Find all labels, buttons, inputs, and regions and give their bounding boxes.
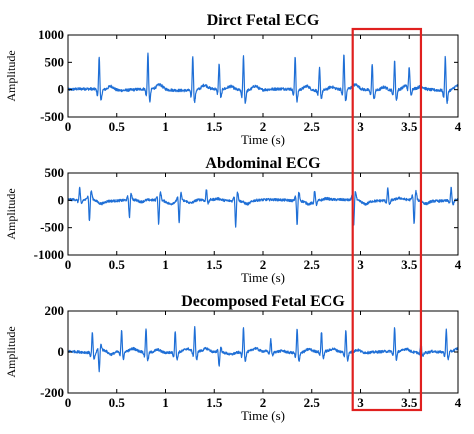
y-tick-label: 0 xyxy=(58,82,65,97)
y-tick-label: 1000 xyxy=(38,27,64,42)
x-tick-label: 2 xyxy=(260,257,267,272)
x-tick-label: 0.5 xyxy=(109,395,126,410)
x-tick-label: 2.5 xyxy=(304,257,321,272)
y-tick-label: -200 xyxy=(40,385,64,400)
y-tick-label: -1000 xyxy=(34,247,64,262)
y-axis-label: Amplitude xyxy=(4,188,18,239)
x-tick-label: 2.5 xyxy=(304,119,321,134)
y-tick-label: 500 xyxy=(45,165,65,180)
panel-title: Abdominal ECG xyxy=(205,155,321,172)
y-tick-label: 0 xyxy=(58,192,65,207)
x-tick-label: 1 xyxy=(162,119,169,134)
ecg-panel-3: Decomposed Fetal ECG 0 0.5 1 1.5 2 2.5 3 3.5 4 200… xyxy=(4,293,462,423)
y-tick-label: -500 xyxy=(40,220,64,235)
ecg-signal-line xyxy=(67,186,459,228)
y-tick-label: 500 xyxy=(45,54,65,69)
x-tick-label: 1.5 xyxy=(206,257,223,272)
x-tick-label: 4 xyxy=(455,119,462,134)
x-tick-label: 1.5 xyxy=(206,119,223,134)
x-tick-label: 3.5 xyxy=(401,395,418,410)
x-tick-label: 3 xyxy=(357,257,364,272)
x-tick-label: 2 xyxy=(260,119,267,134)
x-tick-label: 0.5 xyxy=(109,119,126,134)
y-tick-label: 0 xyxy=(58,344,65,359)
ecg-panel-1: Dirct Fetal ECG 0 0.5 1 1.5 2 2.5 3 3.5 4 1000 500 0… xyxy=(4,12,462,147)
x-tick-label: 3 xyxy=(357,119,364,134)
plot-frame xyxy=(67,34,459,118)
x-tick-label: 3.5 xyxy=(401,119,418,134)
x-tick-label: 1.5 xyxy=(206,395,223,410)
x-tick-label: 1 xyxy=(162,257,169,272)
y-tick-label: -500 xyxy=(40,109,64,124)
x-tick-label: 0 xyxy=(65,257,72,272)
plot-frame xyxy=(67,172,459,256)
ecg-signal-line xyxy=(67,52,459,105)
x-tick-label: 0.5 xyxy=(109,257,126,272)
panel-title: Decomposed Fetal ECG xyxy=(181,293,345,310)
x-tick-label: 1 xyxy=(162,395,169,410)
highlight-window xyxy=(351,27,423,412)
panel-title: Dirct Fetal ECG xyxy=(207,12,320,29)
x-axis-label: Time (s) xyxy=(241,132,285,147)
x-tick-label: 2 xyxy=(260,395,267,410)
y-tick-label: 200 xyxy=(45,303,65,318)
x-tick-label: 3.5 xyxy=(401,257,418,272)
x-tick-label: 4 xyxy=(455,257,462,272)
x-axis-label: Time (s) xyxy=(241,270,285,285)
y-axis-label: Amplitude xyxy=(4,326,18,377)
x-tick-label: 2.5 xyxy=(304,395,321,410)
x-tick-label: 0 xyxy=(65,119,72,134)
x-tick-label: 4 xyxy=(455,395,462,410)
ecg-panel-2: Abdominal ECG 0 0.5 1 1.5 2 2.5 3 3.5 4 500 0 -500 -1… xyxy=(4,155,462,285)
x-axis-label: Time (s) xyxy=(241,408,285,423)
ecg-signal-line xyxy=(67,326,459,373)
x-tick-label: 3 xyxy=(357,395,364,410)
y-axis-label: Amplitude xyxy=(4,50,18,101)
x-tick-label: 0 xyxy=(65,395,72,410)
